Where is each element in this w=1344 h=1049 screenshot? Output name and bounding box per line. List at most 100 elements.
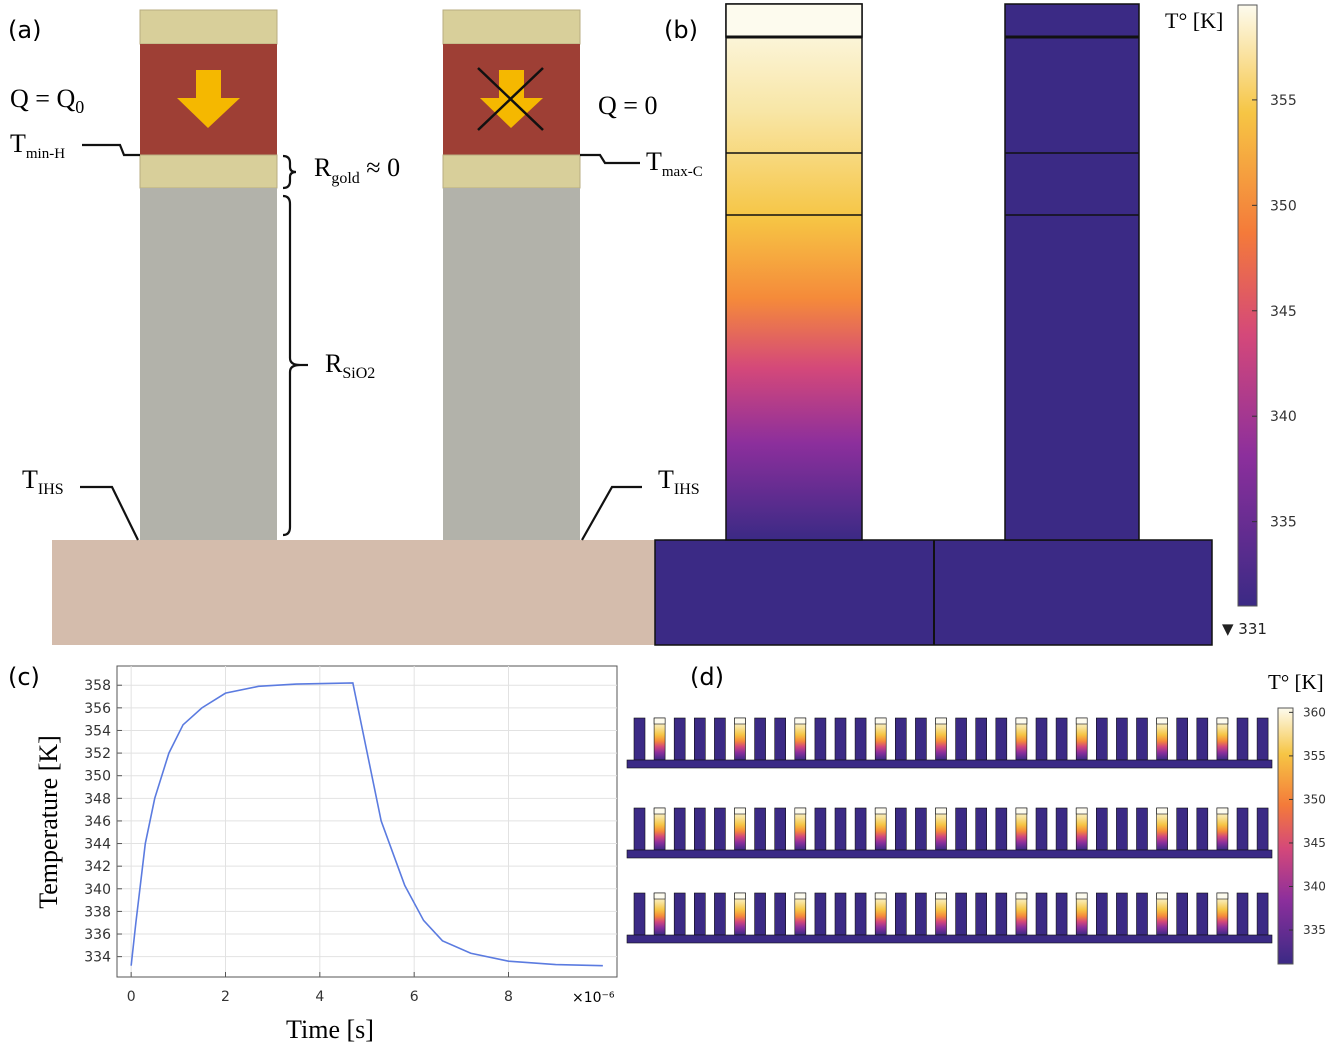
pillar-cap <box>1156 717 1168 725</box>
cold-pillar <box>633 807 646 851</box>
cold-pillar <box>995 717 1008 761</box>
pillar-cap <box>935 807 947 815</box>
y-tick-label: 358 <box>84 678 111 694</box>
colorbar-tick-label: 360 <box>1303 705 1326 719</box>
cold-pillar <box>1035 717 1048 761</box>
x-tick-label: 2 <box>221 989 230 1005</box>
y-tick-label: 350 <box>84 769 111 785</box>
pillar-cap <box>653 717 666 725</box>
gold-layer <box>139 154 278 189</box>
pillar-cap <box>1015 807 1028 815</box>
cold-pillar <box>754 807 766 851</box>
pillar-cap <box>874 717 887 725</box>
panel-label: (c) <box>8 663 40 691</box>
cold-pillar <box>1176 892 1188 936</box>
cold-pillar <box>633 717 646 761</box>
cold-pillar <box>1196 717 1209 761</box>
x-tick-label: 8 <box>504 989 513 1005</box>
pillar-cap <box>1075 717 1088 725</box>
cold-pillar <box>1196 807 1209 851</box>
cold-pillar <box>1136 892 1148 936</box>
cold-pillar <box>894 807 907 851</box>
y-tick-label: 336 <box>84 927 111 943</box>
y-tick-label: 340 <box>84 882 111 898</box>
pillar-cap <box>653 807 666 815</box>
cold-pillar <box>915 892 927 936</box>
cold-pillar <box>714 717 726 761</box>
pillar-cap <box>734 807 746 815</box>
cold-pillar <box>1236 892 1249 936</box>
cold-pillar <box>1096 717 1108 761</box>
pillar-array <box>626 717 1273 944</box>
cold-pillar <box>1055 807 1068 851</box>
y-tick-label: 338 <box>84 904 111 920</box>
colorbar-tick-label: 345 <box>1303 836 1326 850</box>
x-tick-label: 4 <box>315 989 324 1005</box>
y-tick-label: 354 <box>84 723 111 739</box>
resistance-label: Rgold ≈ 0 <box>314 153 400 187</box>
cold-pillar <box>894 892 907 936</box>
pillar-cap <box>734 892 746 900</box>
y-tick-label: 342 <box>84 859 111 875</box>
cold-pillar <box>1176 807 1188 851</box>
pillar-cap <box>874 892 887 900</box>
cold-pillar <box>1096 807 1108 851</box>
temp-label: Tmin-H <box>10 129 65 162</box>
cold-pillar <box>673 807 686 851</box>
panel-label: (b) <box>664 16 698 44</box>
cold-pillar <box>955 892 967 936</box>
cold-pillar <box>1055 892 1068 936</box>
sio2-layer <box>140 188 277 540</box>
panel-label: (a) <box>8 16 41 44</box>
y-axis-label: Temperature [K] <box>34 735 63 909</box>
y-tick-label: 334 <box>84 950 111 966</box>
pillar-cap <box>1015 717 1028 725</box>
substrate <box>626 759 1273 769</box>
label-main: T <box>10 129 26 158</box>
cold-pillar <box>673 892 686 936</box>
y-tick-label: 346 <box>84 814 111 830</box>
y-tick-label: 352 <box>84 746 111 762</box>
pillar-cap <box>1156 892 1168 900</box>
cold-pillar <box>1035 892 1048 936</box>
temp-label: Tmax-C <box>646 147 703 180</box>
cold-pillar <box>774 892 787 936</box>
colorbar-tick-label: 345 <box>1270 304 1297 320</box>
cold-pillar <box>1116 892 1128 936</box>
label-main: R <box>314 153 332 182</box>
plot-area <box>116 665 618 978</box>
gold-layer <box>442 154 581 189</box>
cold-pillar <box>894 717 907 761</box>
cold-pillar <box>1136 717 1148 761</box>
label-sub: 0 <box>75 97 84 117</box>
colorbar <box>1277 707 1294 965</box>
colorbar-tick-label: 355 <box>1270 93 1297 109</box>
pillar-cap <box>1015 892 1028 900</box>
pillar-cap <box>794 807 807 815</box>
label-sub: max-C <box>662 164 703 180</box>
cold-pillar <box>693 892 706 936</box>
cold-pillar <box>834 717 847 761</box>
cold-pillar <box>1035 807 1048 851</box>
cold-pillar <box>1136 807 1148 851</box>
colorbar-tick-label: 350 <box>1303 792 1326 806</box>
cold-pillar <box>1116 717 1128 761</box>
schematic: Q = Q0 Q = 0 Tmin-H Rgold ≈ 0 Tmax-C RSi… <box>10 9 703 645</box>
y-tick-label: 344 <box>84 837 111 853</box>
y-tick-label: 348 <box>84 791 111 807</box>
cold-pillar <box>774 717 787 761</box>
cold-pillar <box>633 892 646 936</box>
cold-pillar <box>814 717 827 761</box>
cold-pillar <box>774 807 787 851</box>
gold-layer <box>442 9 581 45</box>
substrate <box>626 934 1273 944</box>
cross <box>477 67 544 131</box>
cold-pillar <box>673 717 686 761</box>
cold-pillar <box>995 807 1008 851</box>
cold-pillar <box>1256 717 1269 761</box>
cold-pillar <box>714 892 726 936</box>
colorbar-tick-label: 335 <box>1270 515 1297 531</box>
temp-label: TIHS <box>658 465 700 498</box>
pillar-cap <box>653 892 666 900</box>
